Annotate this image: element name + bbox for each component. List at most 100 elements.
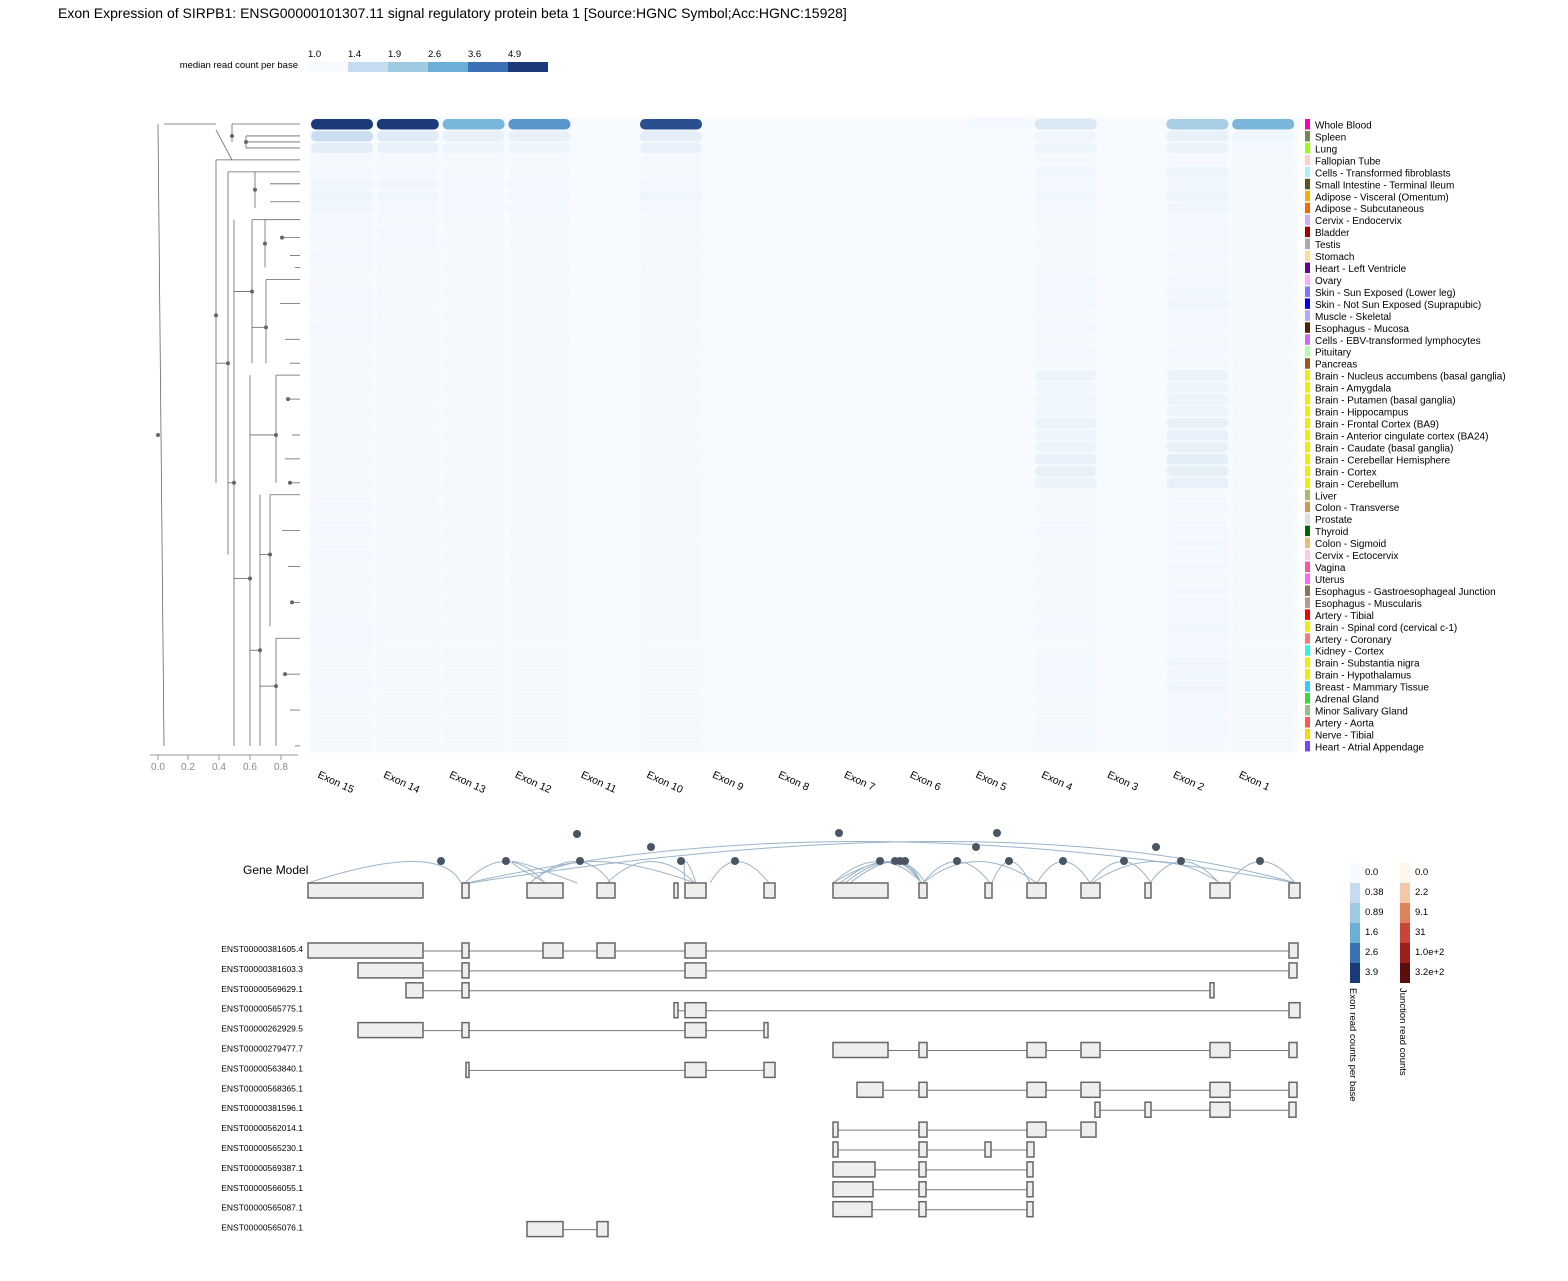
heatmap-cell[interactable] bbox=[705, 178, 768, 190]
heatmap-cell[interactable] bbox=[771, 406, 834, 417]
heatmap-cell[interactable] bbox=[1100, 429, 1163, 441]
heatmap-cell[interactable] bbox=[969, 693, 1031, 704]
heatmap-cell[interactable] bbox=[903, 382, 966, 393]
heatmap-cell[interactable] bbox=[1100, 573, 1163, 584]
heatmap-cell[interactable] bbox=[442, 740, 505, 752]
heatmap-cell[interactable] bbox=[705, 477, 768, 489]
heatmap-cell[interactable] bbox=[771, 382, 834, 393]
heatmap-cell[interactable] bbox=[1034, 130, 1097, 142]
heatmap-cell[interactable] bbox=[1034, 717, 1097, 728]
heatmap-cell[interactable] bbox=[771, 298, 834, 309]
junction-node[interactable] bbox=[835, 829, 843, 837]
heatmap-cell[interactable] bbox=[1232, 465, 1295, 477]
heatmap-cell[interactable] bbox=[771, 669, 834, 680]
heatmap-cell[interactable] bbox=[442, 513, 505, 525]
heatmap-cell[interactable] bbox=[969, 681, 1031, 692]
heatmap-cell[interactable] bbox=[903, 728, 966, 740]
heatmap-cell[interactable] bbox=[574, 609, 637, 620]
heatmap-cell[interactable] bbox=[640, 453, 702, 465]
heatmap-cell[interactable] bbox=[969, 406, 1031, 417]
heatmap-cell[interactable] bbox=[311, 513, 373, 525]
heatmap-cell[interactable] bbox=[969, 346, 1031, 357]
heatmap-cell[interactable] bbox=[771, 334, 834, 345]
transcript-exon[interactable] bbox=[1209, 1041, 1231, 1059]
heatmap-cell[interactable] bbox=[442, 154, 505, 166]
heatmap-cell[interactable] bbox=[705, 429, 768, 441]
heatmap-cell[interactable] bbox=[903, 621, 966, 632]
heatmap-cell[interactable] bbox=[1232, 477, 1295, 489]
heatmap-cell[interactable] bbox=[771, 740, 834, 752]
heatmap-cell[interactable] bbox=[1232, 513, 1295, 525]
heatmap-cell[interactable] bbox=[442, 693, 505, 704]
transcript-exon[interactable] bbox=[684, 1001, 707, 1019]
heatmap-cell[interactable] bbox=[1034, 322, 1097, 333]
heatmap-cell[interactable] bbox=[376, 154, 439, 166]
heatmap-cell[interactable] bbox=[640, 693, 702, 704]
heatmap-cell[interactable] bbox=[1232, 621, 1295, 632]
heatmap-cell[interactable] bbox=[969, 238, 1031, 250]
heatmap-cell[interactable] bbox=[1100, 609, 1163, 620]
heatmap-cell[interactable] bbox=[1100, 250, 1163, 262]
heatmap-cell[interactable] bbox=[376, 477, 439, 489]
heatmap-cell[interactable] bbox=[705, 406, 768, 417]
heatmap-cell[interactable] bbox=[1232, 525, 1295, 537]
heatmap-cell[interactable] bbox=[508, 370, 571, 381]
heatmap-cell[interactable] bbox=[311, 429, 373, 441]
transcript-exon[interactable] bbox=[1288, 962, 1298, 979]
heatmap-cell[interactable] bbox=[903, 322, 966, 333]
heatmap-cell[interactable] bbox=[1232, 657, 1295, 668]
heatmap-cell[interactable] bbox=[1232, 130, 1295, 142]
heatmap-cell[interactable] bbox=[969, 537, 1031, 549]
heatmap-cell[interactable] bbox=[771, 717, 834, 728]
heatmap-cell[interactable] bbox=[1232, 226, 1295, 238]
heatmap-cell[interactable] bbox=[574, 178, 637, 190]
heatmap-cell[interactable] bbox=[311, 609, 373, 620]
heatmap-cell[interactable] bbox=[508, 310, 571, 321]
heatmap-cell[interactable] bbox=[311, 740, 373, 752]
junction-node[interactable] bbox=[573, 830, 581, 838]
transcript-exon[interactable] bbox=[918, 1181, 927, 1198]
gene-model-exon[interactable] bbox=[832, 882, 889, 899]
heatmap-cell[interactable] bbox=[1100, 406, 1163, 417]
heatmap-cell[interactable] bbox=[640, 657, 702, 668]
heatmap-cell[interactable] bbox=[442, 394, 505, 405]
heatmap-cell[interactable] bbox=[1034, 190, 1097, 202]
heatmap-cell[interactable] bbox=[1034, 525, 1097, 537]
heatmap-cell[interactable] bbox=[969, 597, 1031, 608]
heatmap-cell[interactable] bbox=[442, 130, 505, 142]
heatmap-cell[interactable] bbox=[1034, 214, 1097, 226]
heatmap-cell[interactable] bbox=[574, 525, 637, 537]
heatmap-cell[interactable] bbox=[508, 382, 571, 393]
heatmap-cell[interactable] bbox=[1166, 717, 1229, 728]
heatmap-cell[interactable] bbox=[969, 202, 1031, 214]
heatmap-cell[interactable] bbox=[969, 561, 1031, 573]
heatmap-cell[interactable] bbox=[574, 693, 637, 704]
heatmap-cell[interactable] bbox=[1100, 585, 1163, 596]
transcript-exon[interactable] bbox=[405, 982, 424, 999]
heatmap-cell[interactable] bbox=[376, 262, 439, 274]
transcript-exon[interactable] bbox=[542, 942, 564, 959]
heatmap-cell[interactable] bbox=[1232, 717, 1295, 728]
heatmap-cell[interactable] bbox=[311, 597, 373, 608]
heatmap-cell[interactable] bbox=[574, 717, 637, 728]
gene-model-exon[interactable] bbox=[307, 882, 424, 899]
heatmap-cell[interactable] bbox=[1034, 142, 1097, 154]
heatmap-cell[interactable] bbox=[1166, 477, 1229, 489]
heatmap-cell[interactable] bbox=[311, 453, 373, 465]
heatmap-cell[interactable] bbox=[837, 693, 900, 704]
heatmap-cell[interactable] bbox=[1034, 633, 1097, 644]
heatmap-cell[interactable] bbox=[969, 274, 1031, 285]
heatmap-cell[interactable] bbox=[1100, 453, 1163, 465]
heatmap-cell[interactable] bbox=[311, 645, 373, 656]
heatmap-cell[interactable] bbox=[376, 549, 439, 561]
heatmap-cell[interactable] bbox=[1034, 477, 1097, 489]
heatmap-cell[interactable] bbox=[574, 633, 637, 644]
heatmap-cell[interactable] bbox=[903, 429, 966, 441]
heatmap-cell[interactable] bbox=[705, 717, 768, 728]
heatmap-cell[interactable] bbox=[1232, 693, 1295, 704]
heatmap-cell[interactable] bbox=[640, 286, 702, 297]
heatmap-cell[interactable] bbox=[1166, 549, 1229, 561]
heatmap-cell[interactable] bbox=[508, 262, 571, 274]
transcript-exon[interactable] bbox=[684, 962, 707, 979]
heatmap-cell[interactable] bbox=[442, 705, 505, 716]
